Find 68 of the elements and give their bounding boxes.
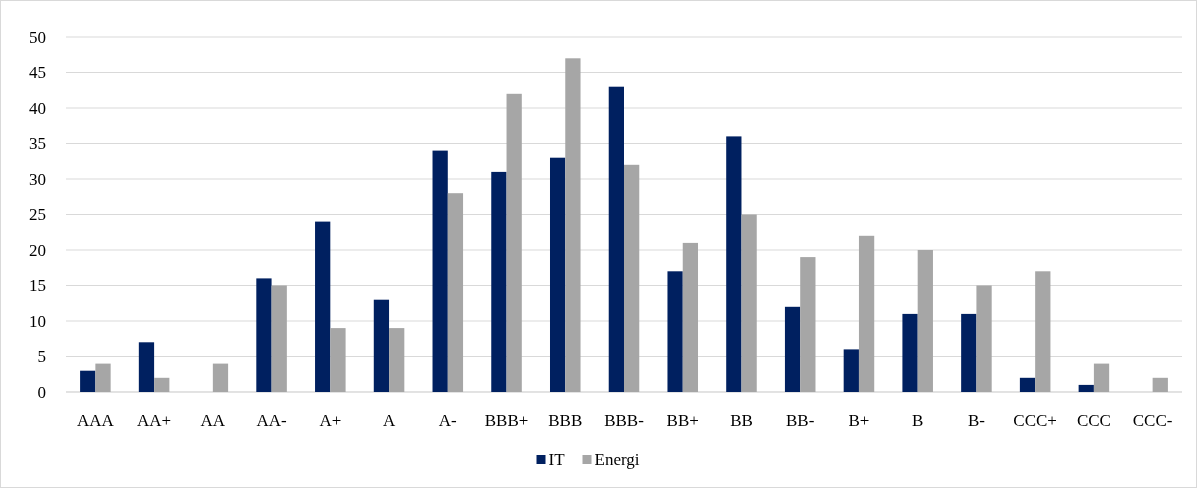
- bar: [902, 313, 918, 392]
- y-tick-label: 45: [29, 63, 46, 83]
- y-tick-label: 40: [29, 98, 46, 118]
- bar: [315, 221, 331, 392]
- bar: [1093, 363, 1110, 392]
- bar: [330, 328, 346, 392]
- bar: [1035, 271, 1051, 392]
- bar: [858, 235, 875, 392]
- bar: [565, 58, 581, 392]
- x-tick-label: CCC+: [1013, 411, 1057, 430]
- bar: [1152, 377, 1168, 392]
- x-tick-label: AA-: [256, 411, 288, 430]
- bar: [256, 278, 272, 392]
- bar: [95, 363, 111, 392]
- legend-label: Energi: [594, 450, 640, 469]
- y-tick-label: 50: [29, 27, 46, 47]
- bar: [800, 257, 816, 392]
- bar: [961, 313, 977, 392]
- x-tick-label: BBB-: [604, 411, 645, 430]
- y-tick-label: 35: [29, 134, 46, 154]
- bar: [154, 377, 170, 392]
- x-tick-label: CCC-: [1132, 411, 1173, 430]
- x-tick-label: B: [912, 411, 924, 430]
- bar: [373, 299, 390, 392]
- y-tick-label: 30: [29, 169, 46, 189]
- x-tick-label: AAA: [76, 411, 115, 430]
- x-tick-label: BB: [730, 411, 753, 430]
- y-tick-label: 15: [29, 276, 46, 296]
- bar: [741, 214, 757, 392]
- bar: [271, 285, 287, 392]
- bar: [549, 157, 566, 392]
- x-tick-label: CCC: [1076, 411, 1111, 430]
- y-tick-label: 25: [29, 205, 46, 225]
- bar: [212, 363, 229, 392]
- bar: [726, 136, 742, 392]
- bar: [784, 306, 801, 392]
- y-tick-label: 5: [37, 347, 46, 367]
- bar: [389, 328, 405, 392]
- x-tick-label: A: [382, 411, 396, 430]
- x-tick-label: AA+: [137, 411, 172, 430]
- bar: [506, 93, 522, 392]
- x-tick-label: BBB: [548, 411, 583, 430]
- y-tick-label: 10: [29, 311, 46, 331]
- bar: [491, 171, 507, 392]
- bar: [843, 349, 859, 392]
- bar: [80, 370, 96, 392]
- bar: [624, 164, 640, 392]
- bar: [447, 193, 464, 392]
- x-tick-label: B-: [967, 411, 986, 430]
- bar: [1019, 377, 1036, 392]
- bar: [667, 271, 683, 392]
- bar: [432, 150, 448, 392]
- bar: [608, 86, 624, 392]
- bar: [682, 242, 699, 392]
- y-tick-label: 20: [29, 240, 46, 260]
- x-tick-label: BBB+: [484, 411, 529, 430]
- x-tick-label: BB-: [786, 411, 815, 430]
- x-tick-label: AA: [200, 411, 226, 430]
- bar: [138, 342, 155, 392]
- x-tick-label: B+: [848, 411, 870, 430]
- bar: [1078, 384, 1094, 392]
- bar: [976, 285, 992, 392]
- x-tick-label: A+: [319, 411, 342, 430]
- x-tick-label: A-: [438, 411, 458, 430]
- x-tick-label: BB+: [666, 411, 699, 430]
- y-tick-label: 0: [37, 382, 46, 402]
- bar: [917, 250, 933, 392]
- legend-label: IT: [548, 450, 566, 469]
